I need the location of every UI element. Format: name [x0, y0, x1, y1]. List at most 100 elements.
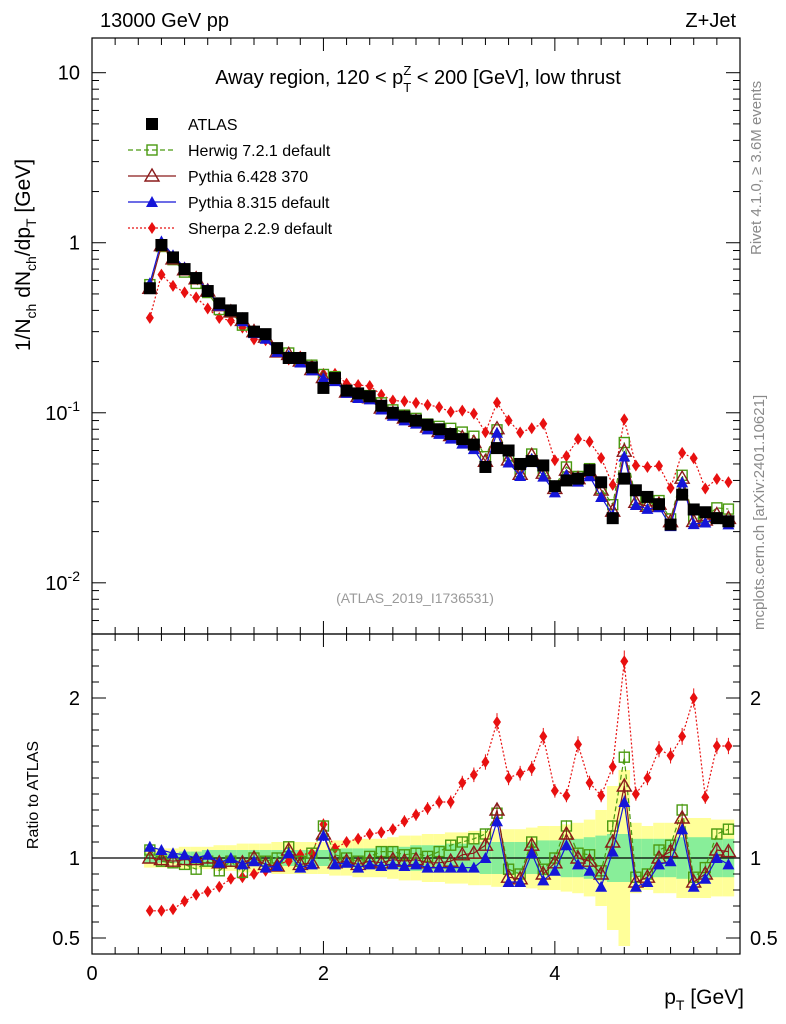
- pythia-8-315-default-ratio-point: [583, 864, 596, 876]
- x-tick-label: 0: [86, 963, 97, 985]
- sherpa-2-2-9-default-ratio-point: [701, 791, 710, 804]
- atlas-point: [479, 460, 492, 473]
- pythia-8-315-default-ratio-point: [618, 796, 631, 807]
- pythia-8-315-default-point: [641, 502, 654, 514]
- sherpa-2-2-9-default-ratio-point: [423, 802, 432, 815]
- atlas-point: [224, 304, 237, 317]
- sherpa-2-2-9-default-ratio-point: [377, 826, 386, 839]
- pythia-8-315-default-ratio-point: [664, 855, 677, 867]
- ratio-tick-label: 0.5: [52, 928, 80, 950]
- pythia-8-315-default-ratio-point: [224, 852, 237, 863]
- atlas-point: [340, 384, 353, 397]
- sherpa-2-2-9-default-ratio-point: [354, 832, 363, 845]
- sherpa-2-2-9-default-point: [192, 291, 201, 304]
- plot-title: Away region, 120 < pZ T < 200 [GeV], low …: [215, 63, 621, 95]
- sherpa-2-2-9-default-ratio-point: [655, 743, 663, 756]
- sherpa-2-2-9-default-point: [585, 435, 594, 448]
- pythia-8-315-default-point: [687, 518, 700, 530]
- ratio-tick-label: 1: [69, 848, 80, 870]
- sherpa-2-2-9-default-point: [169, 279, 177, 292]
- herwig-7-2-1-default-ratio-point: [722, 823, 735, 835]
- sherpa-2-2-9-default-ratio-point: [631, 788, 640, 800]
- pythia-8-315-default-point: [514, 469, 527, 481]
- atlas-point: [271, 342, 284, 355]
- pythia-8-315-default-ratio-point: [190, 852, 203, 863]
- sherpa-2-2-9-default-point: [666, 482, 675, 495]
- pythia-8-315-default-ratio-point: [514, 876, 527, 887]
- analysis-id: (ATLAS_2019_I1736531): [336, 590, 494, 606]
- herwig-7-2-1-default-ratio-point: [711, 828, 723, 840]
- sherpa-2-2-9-default-point: [631, 459, 640, 472]
- herwig-7-2-1-default-ratio-point: [618, 751, 630, 763]
- sherpa-2-2-9-default-ratio-point: [678, 730, 687, 743]
- y-tick-label: 10-2: [45, 568, 80, 595]
- atlas-point: [641, 490, 654, 503]
- atlas-point: [606, 512, 619, 525]
- ratio-frame: [91, 633, 741, 955]
- pythia-6-428-370-ratio-point: [488, 801, 506, 816]
- sherpa-2-2-9-default-point: [689, 452, 698, 465]
- pythia-8-315-default-ratio-point: [456, 861, 469, 873]
- atlas-point: [248, 325, 260, 338]
- pythia-8-315-default-ratio-point: [548, 864, 561, 876]
- sherpa-2-2-9-default-point: [539, 417, 548, 430]
- atlas-point: [178, 263, 191, 276]
- atlas-point: [595, 476, 608, 489]
- atlas-point: [525, 455, 538, 468]
- legend-label: Herwig 7.2.1 default: [188, 143, 331, 160]
- legend-label: ATLAS: [188, 117, 238, 134]
- atlas-point: [398, 410, 411, 423]
- atlas-point: [618, 472, 631, 485]
- atlas-point: [329, 372, 341, 385]
- pythia-6-428-370-line: [149, 244, 729, 524]
- sherpa-2-2-9-default-point: [180, 286, 189, 299]
- ratio-tick-label: 2: [69, 688, 80, 710]
- sherpa-2-2-9-default-point: [145, 311, 154, 324]
- atlas-point: [583, 464, 596, 477]
- pythia-8-315-default-ratio-point: [410, 858, 422, 870]
- sherpa-2-2-9-default-ratio-point: [412, 808, 420, 821]
- sherpa-2-2-9-default-point: [620, 413, 629, 426]
- sherpa-2-2-9-default-ratio-point: [400, 815, 409, 828]
- atlas-point: [710, 512, 723, 525]
- atlas-point: [143, 282, 156, 295]
- rivet-info: Rivet 4.1.0, ≥ 3.6M events: [748, 81, 765, 255]
- sherpa-2-2-9-default-point: [203, 302, 212, 315]
- axis-ticks: [91, 38, 741, 955]
- herwig-7-2-1-default-point: [722, 503, 735, 515]
- pythia-8-315-default-point: [595, 490, 608, 502]
- atlas-point: [317, 381, 330, 394]
- pythia-8-315-default-point: [537, 470, 550, 482]
- atlas-point: [155, 238, 168, 251]
- atlas-point: [444, 428, 457, 441]
- sherpa-2-2-9-default-line: [149, 273, 729, 490]
- atlas-point: [375, 399, 388, 412]
- atlas-point: [456, 433, 469, 446]
- sherpa-2-2-9-default-point: [724, 476, 733, 489]
- atlas-point: [653, 498, 665, 511]
- sherpa-2-2-9-default-ratio-point: [203, 885, 212, 898]
- legend-item: Pythia 6.428 370: [128, 167, 308, 186]
- sherpa-2-2-9-default-ratio-point: [712, 740, 721, 752]
- pythia-8-315-default-ratio-point: [722, 858, 735, 870]
- sherpa-2-2-9-default-ratio-point: [226, 872, 235, 885]
- sherpa-2-2-9-default-ratio-point: [388, 823, 397, 836]
- pythia-8-315-default-point: [676, 476, 689, 488]
- pythia-8-315-default-point: [699, 516, 712, 528]
- pythia-6-428-370-ratio-point: [153, 851, 170, 866]
- sherpa-2-2-9-default-point: [574, 433, 582, 446]
- pythia-8-315-default-ratio-point: [525, 847, 538, 859]
- ratio-tick-label-right: 1: [750, 848, 761, 870]
- legend-label: Pythia 6.428 370: [188, 169, 308, 186]
- pythia-6-428-370-ratio-point: [465, 844, 483, 859]
- sherpa-2-2-9-default-ratio-point: [145, 904, 154, 917]
- pythia-8-315-default-ratio-point: [167, 847, 179, 859]
- herwig-7-2-1-default-ratio-point: [468, 833, 480, 845]
- pythia-8-315-default-ratio-point: [155, 844, 168, 855]
- atlas-point: [699, 506, 712, 519]
- pythia-8-315-default-ratio-point: [537, 874, 550, 886]
- sherpa-2-2-9-default-point: [516, 426, 525, 439]
- sherpa-2-2-9-default-ratio-line: [149, 661, 729, 912]
- x-tick-label: 4: [549, 963, 560, 985]
- y-axis-label: 1/Nch dNch/dpT [GeV]: [12, 159, 39, 351]
